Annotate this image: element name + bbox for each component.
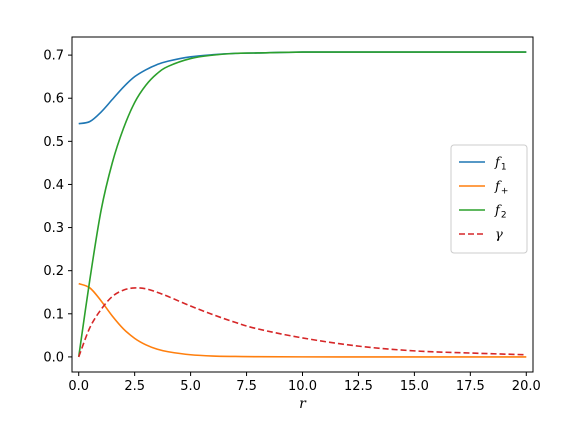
y-tick-label: 0.3 xyxy=(43,221,64,236)
x-tick-label: 7.5 xyxy=(236,379,257,394)
y-axis-ticks: 0.0 0.1 0.2 0.3 0.4 0.5 0.6 0.7 xyxy=(43,49,72,365)
x-axis-label: r xyxy=(299,396,307,412)
legend: f1f+f2γ xyxy=(450,144,528,254)
y-tick-label: 0.4 xyxy=(43,178,64,193)
y-tick-label: 0.1 xyxy=(43,307,64,322)
y-tick-label: 0.7 xyxy=(43,49,64,64)
x-tick-label: 15.0 xyxy=(400,379,429,394)
x-tick-label: 0.0 xyxy=(68,379,89,394)
series-line-f-plus xyxy=(78,282,527,358)
legend-label: γ xyxy=(495,228,503,243)
series-line-gamma xyxy=(77,287,527,358)
series-line-f-2 xyxy=(77,51,527,358)
series-lines xyxy=(77,51,527,358)
x-tick-label: 10.0 xyxy=(288,379,317,394)
y-tick-label: 0.6 xyxy=(43,92,64,107)
x-tick-label: 17.5 xyxy=(456,379,485,394)
legend-box xyxy=(450,144,528,254)
y-tick-label: 0.0 xyxy=(43,350,64,365)
series-line-f-1 xyxy=(78,51,527,125)
x-tick-label: 2.5 xyxy=(124,379,145,394)
x-axis-ticks: 0.0 2.5 5.0 7.5 10.0 12.5 15.0 17.5 20.0 xyxy=(68,372,541,394)
x-tick-label: 12.5 xyxy=(344,379,373,394)
x-tick-label: 5.0 xyxy=(180,379,201,394)
x-tick-label: 20.0 xyxy=(512,379,541,394)
y-tick-label: 0.5 xyxy=(43,135,64,150)
y-tick-label: 0.2 xyxy=(43,264,64,279)
